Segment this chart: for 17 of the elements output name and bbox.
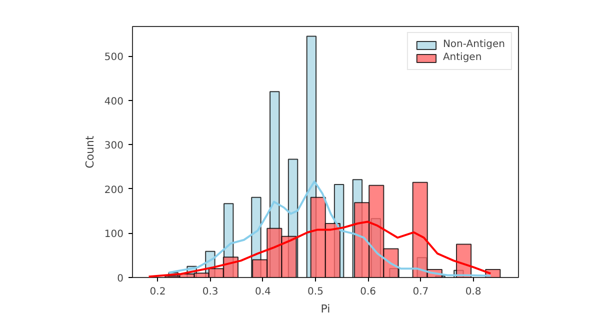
x-tick-label: 0.2 bbox=[150, 286, 166, 298]
x-tick-label: 0.4 bbox=[254, 286, 271, 298]
y-tick-label: 300 bbox=[104, 140, 124, 152]
x-tick-label: 0.8 bbox=[465, 286, 482, 298]
y-tick-label: 0 bbox=[117, 274, 124, 284]
y-tick-label: 400 bbox=[104, 96, 124, 108]
legend-label: Non-Antigen bbox=[442, 39, 505, 50]
y-axis-title: Count bbox=[83, 134, 96, 168]
y-tick-label: 500 bbox=[104, 52, 124, 64]
x-axis-title: Pi bbox=[320, 302, 330, 316]
legend-label: Antigen bbox=[442, 52, 482, 63]
y-tick-label: 200 bbox=[104, 184, 124, 196]
x-tick-label: 0.6 bbox=[360, 286, 376, 298]
x-tick-label: 0.7 bbox=[412, 286, 429, 298]
x-tick-label: 0.3 bbox=[202, 286, 218, 298]
x-tick-label: 0.5 bbox=[308, 286, 324, 298]
y-tick-label: 100 bbox=[104, 229, 124, 240]
